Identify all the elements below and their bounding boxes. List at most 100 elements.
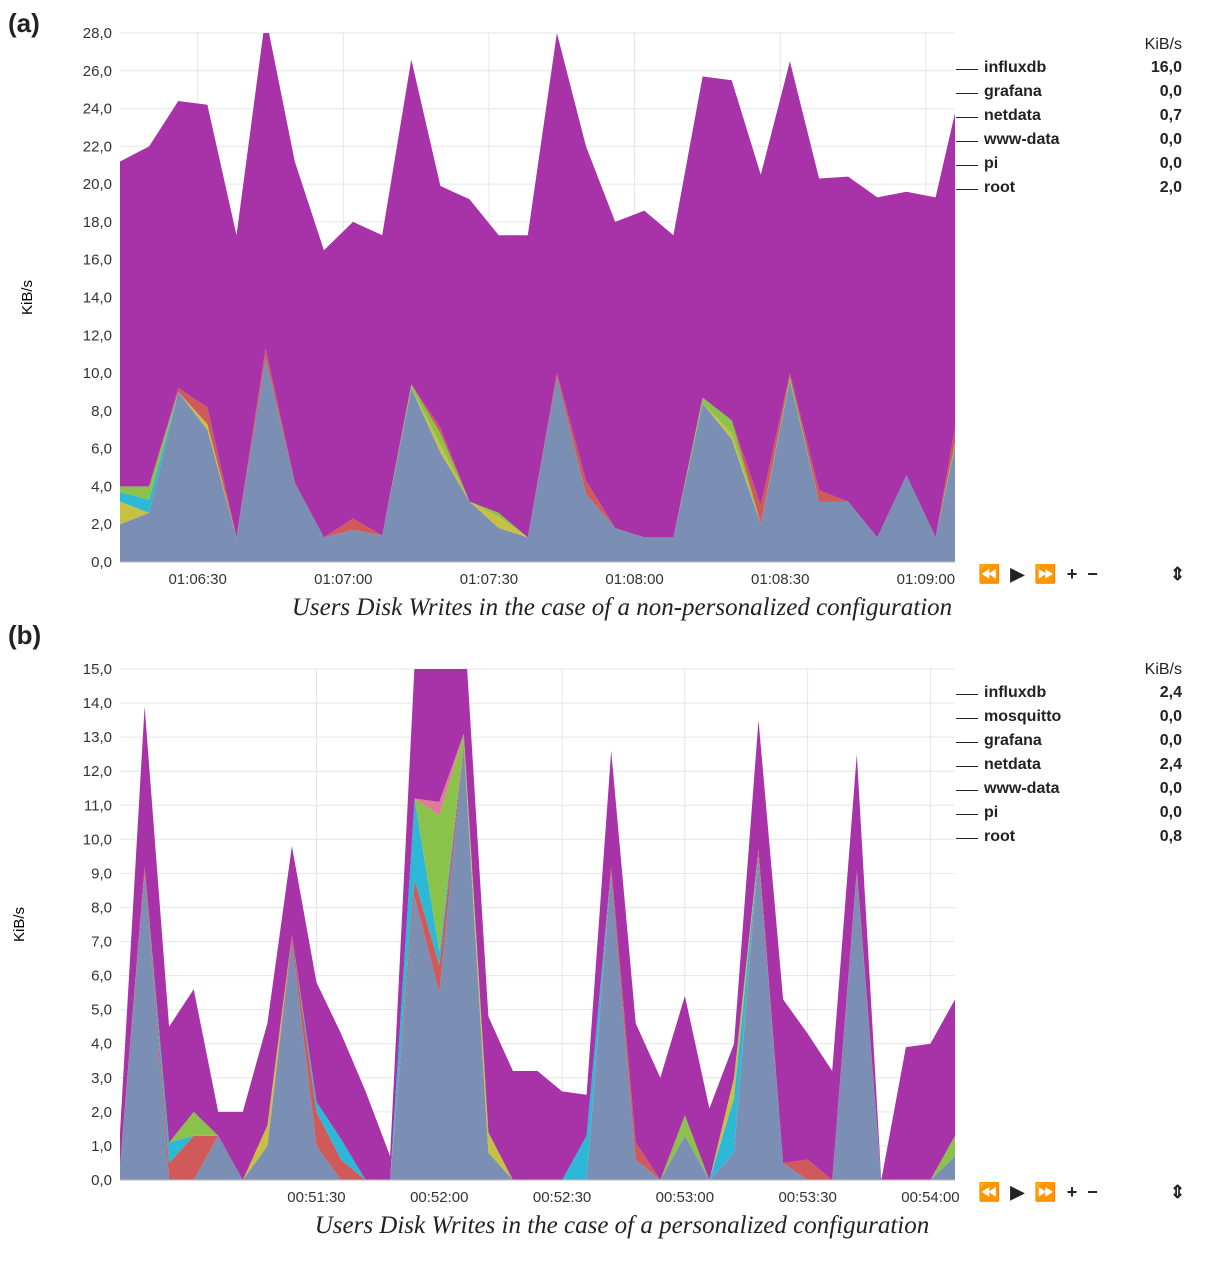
y-tick-label: 15,0	[83, 661, 112, 678]
legend-name: grafana	[984, 83, 1042, 100]
legend-value: 0,0	[1159, 708, 1182, 725]
legend-unit: KiB/s	[1144, 661, 1182, 678]
caption-b: Users Disk Writes in the case of a perso…	[314, 1212, 930, 1239]
area-series-grafana	[120, 733, 955, 1180]
y-tick-label: 2,0	[91, 516, 112, 533]
x-tick-label: 00:53:00	[656, 1189, 714, 1206]
panel-letter: (a)	[8, 8, 40, 38]
legend-name: root	[984, 179, 1016, 196]
expand-icon[interactable]: ⇕	[1170, 1182, 1186, 1202]
panel-letter: (b)	[8, 620, 42, 650]
legend-value: 0,0	[1159, 804, 1182, 821]
y-tick-label: 16,0	[83, 252, 112, 269]
area-series-influxdb	[120, 669, 955, 1180]
legend-value: 2,4	[1159, 756, 1182, 773]
x-tick-label: 01:08:30	[751, 571, 809, 588]
legend-value: 0,8	[1159, 828, 1182, 845]
legend-tick	[956, 117, 978, 118]
legend-name: pi	[984, 155, 999, 172]
legend-name: root	[984, 828, 1016, 845]
legend-name: mosquitto	[984, 708, 1062, 725]
legend-item-netdata[interactable]: netdata 2,4	[952, 755, 1182, 779]
y-tick-label: 12,0	[83, 763, 112, 780]
y-tick-label: 4,0	[91, 1036, 112, 1053]
legend-item-root[interactable]: root 0,8	[952, 827, 1182, 851]
y-tick-label: 18,0	[83, 214, 112, 231]
legend-value: 0,0	[1159, 732, 1182, 749]
y-tick-label: 8,0	[91, 899, 112, 916]
legend-item-grafana[interactable]: grafana 0,0	[952, 731, 1182, 755]
fast-forward-icon[interactable]: ⏩	[1034, 1182, 1059, 1202]
x-tick-label: 01:06:30	[168, 571, 226, 588]
area-series-influxdb	[120, 33, 955, 538]
legend-value: 2,0	[1159, 179, 1182, 196]
rewind-icon[interactable]: ⏪	[978, 564, 1003, 584]
legend-name: pi	[984, 804, 999, 821]
zoom-out-icon[interactable]: −	[1087, 564, 1100, 584]
rewind-icon[interactable]: ⏪	[978, 1182, 1003, 1202]
area-series-root	[120, 747, 955, 1180]
series-group	[120, 669, 955, 1180]
fast-forward-icon[interactable]: ⏩	[1034, 564, 1059, 584]
y-tick-label: 9,0	[91, 865, 112, 882]
legend-item-root[interactable]: root 2,0	[952, 178, 1182, 202]
play-icon[interactable]: ▶	[1010, 1182, 1027, 1202]
playback-controls-b: ⏪ ▶ ⏩ + −	[978, 1182, 1108, 1203]
legend-unit: KiB/s	[1144, 36, 1182, 53]
legend-value: 16,0	[1150, 59, 1182, 76]
legend-value: 0,0	[1159, 131, 1182, 148]
x-tick-label: 01:09:00	[897, 571, 955, 588]
area-series-root	[120, 358, 955, 562]
legend-item-mosquitto[interactable]: mosquitto 0,0	[952, 707, 1182, 731]
y-tick-label: 7,0	[91, 934, 112, 951]
legend-name: influxdb	[984, 684, 1047, 701]
playback-controls-a: ⏪ ▶ ⏩ + −	[978, 564, 1108, 585]
x-tick-label: 01:07:00	[314, 571, 372, 588]
y-axis-label: KiB/s	[19, 280, 36, 315]
legend-item-grafana[interactable]: grafana 0,0	[952, 82, 1182, 106]
y-tick-label: 2,0	[91, 1104, 112, 1121]
y-tick-label: 6,0	[91, 968, 112, 985]
chart-a: 0,0 2,0 4,0 6,0 8,0 10,0 12,0 14,0 16,0 18,0 20,0 2…	[19, 25, 955, 588]
y-tick-label: 22,0	[83, 138, 112, 155]
x-tick-label: 01:07:30	[460, 571, 518, 588]
zoom-in-icon[interactable]: +	[1066, 1182, 1080, 1202]
legend-item-pi[interactable]: pi 0,0	[952, 803, 1182, 827]
play-icon[interactable]: ▶	[1010, 564, 1027, 584]
legend-tick	[956, 790, 978, 791]
legend-tick	[956, 814, 978, 815]
y-axis-label: KiB/s	[11, 907, 28, 942]
legend-name: netdata	[984, 756, 1041, 773]
y-tick-label: 24,0	[83, 101, 112, 118]
legend-item-netdata[interactable]: netdata 0,7	[952, 106, 1182, 130]
y-tick-label: 1,0	[91, 1138, 112, 1155]
y-tick-label: 14,0	[83, 290, 112, 307]
legend-tick	[956, 694, 978, 695]
y-tick-label: 5,0	[91, 1002, 112, 1019]
y-tick-label: 3,0	[91, 1070, 112, 1087]
x-tick-label: 00:51:30	[287, 1189, 345, 1206]
expand-icon[interactable]: ⇕	[1170, 564, 1186, 584]
legend-tick	[956, 718, 978, 719]
legend-tick	[956, 165, 978, 166]
y-tick-label: 12,0	[83, 327, 112, 344]
legend-item-influxdb[interactable]: influxdb 2,4	[952, 683, 1182, 707]
legend-item-pi[interactable]: pi 0,0	[952, 154, 1182, 178]
chart-b: 0,0 1,0 2,0 3,0 4,0 5,0 6,0 7,0 8,0 9,0 10,0 11,0 12…	[11, 661, 960, 1206]
x-tick-label: 00:53:30	[778, 1189, 836, 1206]
y-tick-label: 10,0	[83, 365, 112, 382]
zoom-out-icon[interactable]: −	[1087, 1182, 1100, 1202]
panel-a: (a) 0,0 2,0 4,0 6,0 8,0 10,0 12,0 14,0 16,0 18,0 2…	[0, 0, 1211, 630]
legend-item-www-data[interactable]: www-data 0,0	[952, 130, 1182, 154]
y-tick-label: 6,0	[91, 441, 112, 458]
legend-value: 0,0	[1159, 83, 1182, 100]
y-tick-label: 26,0	[83, 63, 112, 80]
legend-tick	[956, 189, 978, 190]
x-tick-label: 01:08:00	[605, 571, 663, 588]
legend-item-www-data[interactable]: www-data 0,0	[952, 779, 1182, 803]
legend-value: 0,0	[1159, 155, 1182, 172]
legend-tick	[956, 69, 978, 70]
y-tick-label: 20,0	[83, 176, 112, 193]
zoom-in-icon[interactable]: +	[1066, 564, 1080, 584]
legend-item-influxdb[interactable]: influxdb 16,0	[952, 58, 1182, 82]
